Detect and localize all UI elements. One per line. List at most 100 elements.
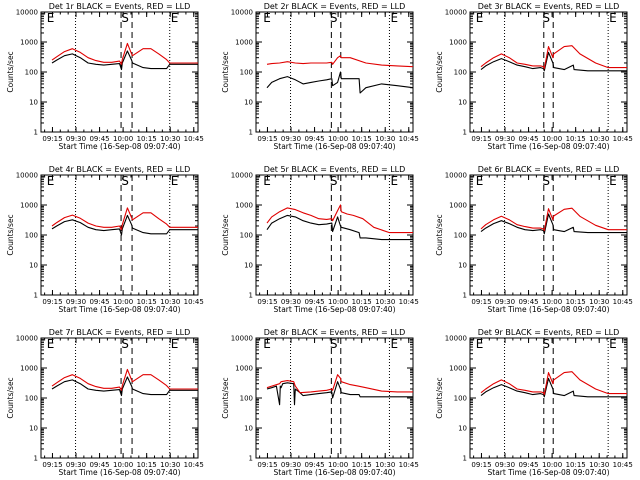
x-axis-label: Start Time (16-Sep-08 09:07:40) (59, 468, 181, 477)
y-axis-label: Counts/sec (6, 51, 15, 92)
y-tick-label: 1000 (449, 202, 467, 210)
x-tick-label: 10:30 (589, 461, 609, 469)
plot-frame (469, 11, 628, 133)
x-tick-label: 09:15 (471, 298, 491, 306)
x-tick-label: 09:30 (66, 298, 86, 306)
x-axis-label: Start Time (16-Sep-08 09:07:40) (59, 305, 181, 314)
chart-panel-3: Det 3r BLACK = Events, RED = LLD 1 10 100 10… (435, 2, 633, 151)
events-series-line (480, 213, 627, 235)
x-tick-label: 09:15 (42, 461, 62, 469)
marker-label-e: E (390, 174, 398, 188)
y-tick-label: 100 (25, 395, 38, 403)
x-tick-label: 09:45 (518, 135, 538, 143)
marker-label-e: E (263, 337, 271, 351)
y-tick-label: 10000 (445, 9, 467, 17)
x-tick-label: 09:30 (281, 461, 301, 469)
x-axis-label: Start Time (16-Sep-08 09:07:40) (274, 305, 396, 314)
x-tick-label: 09:45 (89, 135, 109, 143)
events-series-line (266, 71, 414, 94)
x-tick-label: 09:45 (518, 461, 538, 469)
x-tick-label: 09:30 (66, 135, 86, 143)
y-axis-label: Counts/sec (6, 214, 15, 255)
marker-label-e: E (390, 337, 398, 351)
x-tick-label: 09:30 (281, 135, 301, 143)
y-tick-label: 10000 (231, 172, 253, 180)
y-tick-label: 1000 (449, 39, 467, 47)
marker-label-e: E (47, 337, 55, 351)
marker-label-s: S (121, 11, 129, 25)
x-axis-label: Start Time (16-Sep-08 09:07:40) (274, 468, 396, 477)
x-tick-label: 10:30 (160, 461, 180, 469)
x-tick-label: 10:30 (160, 298, 180, 306)
plot-frame (40, 337, 199, 459)
x-axis-label: Start Time (16-Sep-08 09:07:40) (59, 142, 181, 151)
x-tick-label: 10:45 (399, 461, 419, 469)
y-tick-label: 1 (463, 455, 467, 463)
x-tick-label: 10:45 (399, 135, 419, 143)
x-tick-label: 09:30 (66, 461, 86, 469)
x-tick-label: 09:15 (257, 135, 277, 143)
x-tick-label: 09:15 (42, 298, 62, 306)
y-tick-label: 10 (458, 425, 467, 433)
events-series-line (480, 377, 627, 398)
panel-title: Det 6r BLACK = Events, RED = LLD (478, 165, 620, 174)
y-tick-label: 1000 (449, 365, 467, 373)
y-tick-label: 1 (463, 129, 467, 137)
marker-label-e: E (476, 11, 484, 25)
panel-title: Det 9r BLACK = Events, RED = LLD (478, 328, 620, 337)
lld-series-line (266, 374, 413, 394)
y-tick-label: 100 (454, 232, 467, 240)
x-tick-label: 10:00 (113, 135, 133, 143)
marker-label-e: E (171, 337, 179, 351)
y-tick-label: 10 (244, 99, 253, 107)
lld-series-line (480, 207, 627, 232)
y-tick-label: 10 (29, 425, 38, 433)
y-tick-label: 10000 (445, 335, 467, 343)
chart-panel-6: Det 6r BLACK = Events, RED = LLD 1 10 100 10… (435, 165, 633, 314)
plot-frame (469, 337, 628, 459)
y-tick-label: 1 (249, 129, 253, 137)
x-tick-label: 10:15 (137, 461, 157, 469)
x-tick-label: 09:15 (471, 135, 491, 143)
x-tick-label: 09:30 (281, 298, 301, 306)
marker-label-s: S (330, 337, 338, 351)
marker-label-e: E (476, 337, 484, 351)
y-tick-label: 1 (463, 292, 467, 300)
marker-label-e: E (263, 174, 271, 188)
y-tick-label: 10000 (16, 9, 38, 17)
x-tick-label: 10:30 (589, 135, 609, 143)
x-tick-label: 10:45 (613, 135, 633, 143)
x-tick-label: 09:45 (304, 461, 324, 469)
y-axis-label: Counts/sec (221, 214, 230, 255)
x-tick-label: 10:45 (613, 298, 633, 306)
marker-label-e: E (476, 174, 484, 188)
x-tick-label: 10:00 (113, 461, 133, 469)
x-tick-label: 10:45 (613, 461, 633, 469)
x-axis-label: Start Time (16-Sep-08 09:07:40) (274, 142, 396, 151)
events-series-line (51, 376, 198, 397)
x-tick-label: 09:45 (89, 461, 109, 469)
x-tick-label: 10:15 (137, 135, 157, 143)
marker-label-s: S (542, 337, 550, 351)
y-axis-label: Counts/sec (435, 377, 444, 418)
x-tick-label: 09:45 (304, 298, 324, 306)
marker-label-s: S (330, 174, 338, 188)
y-tick-label: 10 (29, 99, 38, 107)
events-series-line (266, 381, 413, 406)
panel-title: Det 2r BLACK = Events, RED = LLD (264, 2, 406, 11)
lld-series-line (266, 204, 413, 234)
marker-label-e: E (263, 11, 271, 25)
y-tick-label: 1 (34, 292, 38, 300)
marker-label-e: E (609, 174, 617, 188)
y-tick-label: 100 (25, 69, 38, 77)
y-tick-label: 10 (458, 99, 467, 107)
x-tick-label: 10:45 (184, 135, 204, 143)
x-tick-label: 09:45 (518, 298, 538, 306)
y-tick-label: 1000 (235, 202, 253, 210)
events-series-line (51, 50, 198, 71)
panel-title: Det 5r BLACK = Events, RED = LLD (264, 165, 406, 174)
lld-series-line (51, 368, 198, 391)
y-tick-label: 1 (34, 455, 38, 463)
y-tick-label: 10000 (231, 335, 253, 343)
